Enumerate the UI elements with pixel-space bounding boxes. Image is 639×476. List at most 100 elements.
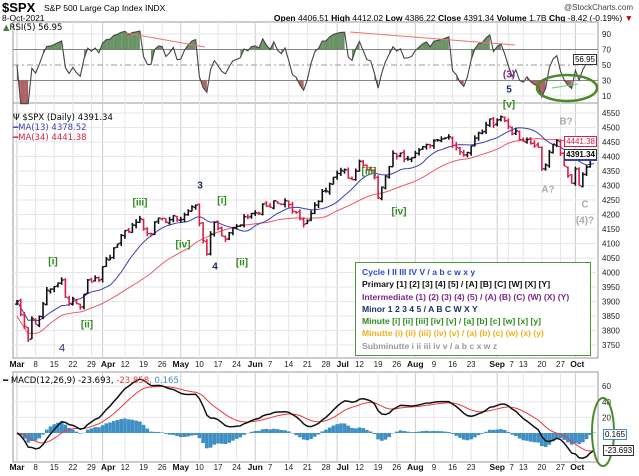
macd-histogram-bar	[85, 429, 90, 433]
ohlc-bar	[234, 224, 239, 230]
macd-histogram-bar	[398, 430, 403, 433]
legend-subminutte: Subminutte i ii iii iv v / a b c x w z	[362, 340, 498, 351]
macd-histogram-bar	[138, 421, 142, 433]
ohlc-bar	[175, 215, 180, 222]
macd-histogram-bar	[465, 433, 470, 441]
macd-histogram-bar	[432, 430, 436, 433]
rsi-extreme-fill	[333, 33, 338, 50]
rsi-extreme-fill	[124, 31, 129, 50]
wave-label: B?	[559, 116, 573, 128]
low-label: Low	[385, 13, 403, 23]
macd-histogram-bar	[324, 429, 328, 433]
macd-histogram-bar	[569, 433, 574, 445]
ohlc-bar	[216, 220, 221, 231]
volume-label: Volume	[496, 13, 527, 23]
ohlc-bar	[100, 266, 105, 283]
ohlc-bar	[439, 136, 444, 143]
macd-histogram-bar	[487, 429, 492, 433]
macd-line	[16, 378, 595, 459]
macd-histogram-bar	[275, 429, 280, 433]
macd-histogram-bar	[402, 430, 406, 433]
ohlc-bar	[357, 159, 362, 172]
low-value: 4386.22	[404, 13, 436, 23]
wave-label: [ii]	[235, 257, 249, 269]
price-tick-label: 4150	[602, 225, 620, 234]
ohlc-bar	[524, 137, 529, 144]
macd-histogram-bar	[171, 433, 176, 435]
macd-histogram-bar	[219, 433, 224, 444]
macd-signal-line	[16, 385, 595, 452]
date-tick-label: 28	[322, 463, 331, 472]
ohlc-bar	[435, 138, 440, 142]
ohlc-bar	[368, 166, 373, 172]
ohlc-bar	[18, 298, 23, 317]
chg-label: Chg	[548, 13, 566, 23]
date-tick-label: 26	[392, 360, 401, 369]
ohlc-bar	[111, 247, 116, 260]
macd-histogram-bar	[573, 433, 578, 443]
macd-histogram-bar	[592, 432, 596, 433]
macd-histogram-bar	[353, 428, 358, 433]
macd-histogram-bar	[540, 433, 544, 447]
rsi-extreme-fill	[24, 80, 29, 104]
macd-histogram-bar	[417, 431, 421, 433]
ohlc-bar	[29, 316, 34, 340]
price-tick-label: 3800	[602, 327, 620, 336]
date-tick-label: 20	[537, 463, 546, 472]
macd-histogram-bar	[167, 433, 172, 435]
macd-histogram-bar	[428, 431, 433, 433]
macd-histogram-bar	[208, 433, 213, 448]
ohlc-bar	[487, 118, 492, 127]
date-tick-label: 20	[537, 360, 546, 369]
macd-histogram-bar	[238, 433, 243, 438]
date-tick-label: 19	[374, 360, 383, 369]
ohlc-bar	[189, 205, 194, 212]
ohlc-bar	[532, 140, 537, 148]
ohlc-bar	[253, 210, 258, 216]
macd-histogram-bar	[268, 429, 272, 433]
macd-histogram-bar	[536, 433, 540, 443]
date-tick-label: 22	[68, 463, 77, 472]
ohlc-bar	[469, 145, 474, 156]
ohlc-bar	[454, 141, 459, 151]
macd-histogram-bar	[212, 433, 217, 445]
rsi-extreme-fill	[329, 34, 334, 50]
macd-histogram-bar	[149, 431, 153, 433]
date-tick-label: Apr	[101, 462, 116, 472]
ohlc-bar	[297, 209, 302, 221]
macd-histogram-bar	[193, 433, 198, 436]
wave-label: (3)	[502, 69, 516, 81]
ohlc-bar	[450, 136, 455, 148]
ma34-line	[16, 138, 595, 335]
rsi-extreme-fill	[340, 32, 345, 50]
ohlc-bar	[230, 226, 235, 236]
legend-minutte: Minutte (i) (ii) (iii) (iv) (v) / (a) (b…	[362, 328, 544, 339]
macd-histogram-bar	[316, 433, 321, 435]
ohlc-bar	[212, 221, 217, 237]
macd-histogram-bar	[145, 428, 150, 433]
ohlc-bar	[93, 275, 98, 282]
rsi-tick-label: 70	[602, 46, 611, 55]
legend-minor: Minor 1 2 3 4 5 / A B C W X Y	[362, 303, 478, 314]
macd-tick-label: 20	[602, 413, 611, 422]
macd-histogram-bar	[164, 433, 168, 434]
legend-minute: Minute [i] [ii] [iii] [iv] [v] / [a] [b]…	[362, 316, 542, 327]
ohlc-bar	[119, 233, 124, 246]
date-tick-label: 26	[392, 463, 401, 472]
ma34-value-tag: 4441.38	[564, 136, 597, 147]
date-tick-label: 17	[214, 463, 223, 472]
close-label: Close	[437, 13, 462, 23]
ohlc-bar	[398, 152, 403, 158]
ohlc-bar	[405, 155, 410, 161]
macd-histogram-bar	[286, 431, 291, 433]
ohlc-bar	[193, 204, 198, 210]
macd-histogram-bar	[372, 433, 377, 435]
ohlc-bar	[506, 118, 511, 130]
macd-histogram-bar	[406, 431, 410, 433]
date-tick-label: Oct	[570, 462, 584, 472]
date-tick-label: 22	[68, 360, 77, 369]
ohlc-bar	[156, 217, 161, 224]
price-tick-label: 3750	[602, 341, 620, 350]
